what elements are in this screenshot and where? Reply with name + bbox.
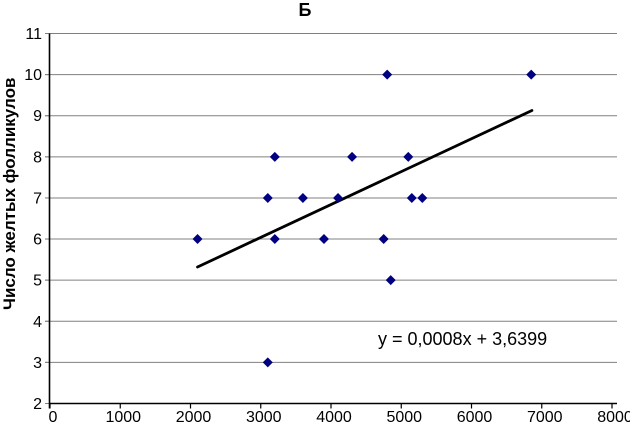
- data-point: [297, 192, 308, 203]
- y-tick-labels: 2 3 4 5 6 7 8 9 10 11: [24, 26, 42, 413]
- trendline: [196, 109, 534, 269]
- y-tick-label: 11: [25, 26, 42, 43]
- data-point: [382, 69, 393, 80]
- data-point: [269, 234, 280, 245]
- y-tick-label: 5: [33, 273, 42, 290]
- data-point: [262, 357, 273, 368]
- x-tick-labels: 0 1000 2000 3000 4000 5000 6000 7000 8000: [49, 409, 630, 426]
- data-point: [403, 151, 414, 162]
- data-point: [347, 151, 358, 162]
- scatter-points: [192, 69, 537, 368]
- y-tick-label: 2: [33, 396, 42, 413]
- trendline-equation-label: y = 0,0008x + 3,6399: [378, 329, 548, 349]
- gridlines: [45, 33, 617, 363]
- data-point: [269, 151, 280, 162]
- x-tick-label: 6000: [457, 409, 493, 426]
- data-point: [406, 192, 417, 203]
- x-tick-label: 3000: [246, 409, 282, 426]
- x-tick-label: 7000: [527, 409, 563, 426]
- x-tick-label: 8000: [597, 409, 630, 426]
- y-tick-label: 10: [24, 67, 42, 84]
- data-point: [385, 275, 396, 286]
- data-point: [417, 192, 428, 203]
- y-tick-label: 7: [33, 190, 42, 207]
- y-tick-label: 4: [33, 314, 42, 331]
- data-point: [262, 192, 273, 203]
- y-tick-label: 3: [33, 355, 42, 372]
- chart-title: Б: [298, 0, 312, 20]
- x-tick-label: 4000: [316, 409, 352, 426]
- data-point: [318, 234, 329, 245]
- data-point: [192, 234, 203, 245]
- x-tick-label: 0: [49, 409, 58, 426]
- data-point: [333, 192, 344, 203]
- data-point: [378, 234, 389, 245]
- x-tick-label: 5000: [386, 409, 422, 426]
- x-tick-label: 1000: [105, 409, 141, 426]
- y-tick-label: 6: [33, 232, 42, 249]
- y-tick-label: 8: [33, 149, 42, 166]
- y-tick-label: 9: [33, 108, 42, 125]
- x-tick-label: 2000: [176, 409, 212, 426]
- data-point: [526, 69, 537, 80]
